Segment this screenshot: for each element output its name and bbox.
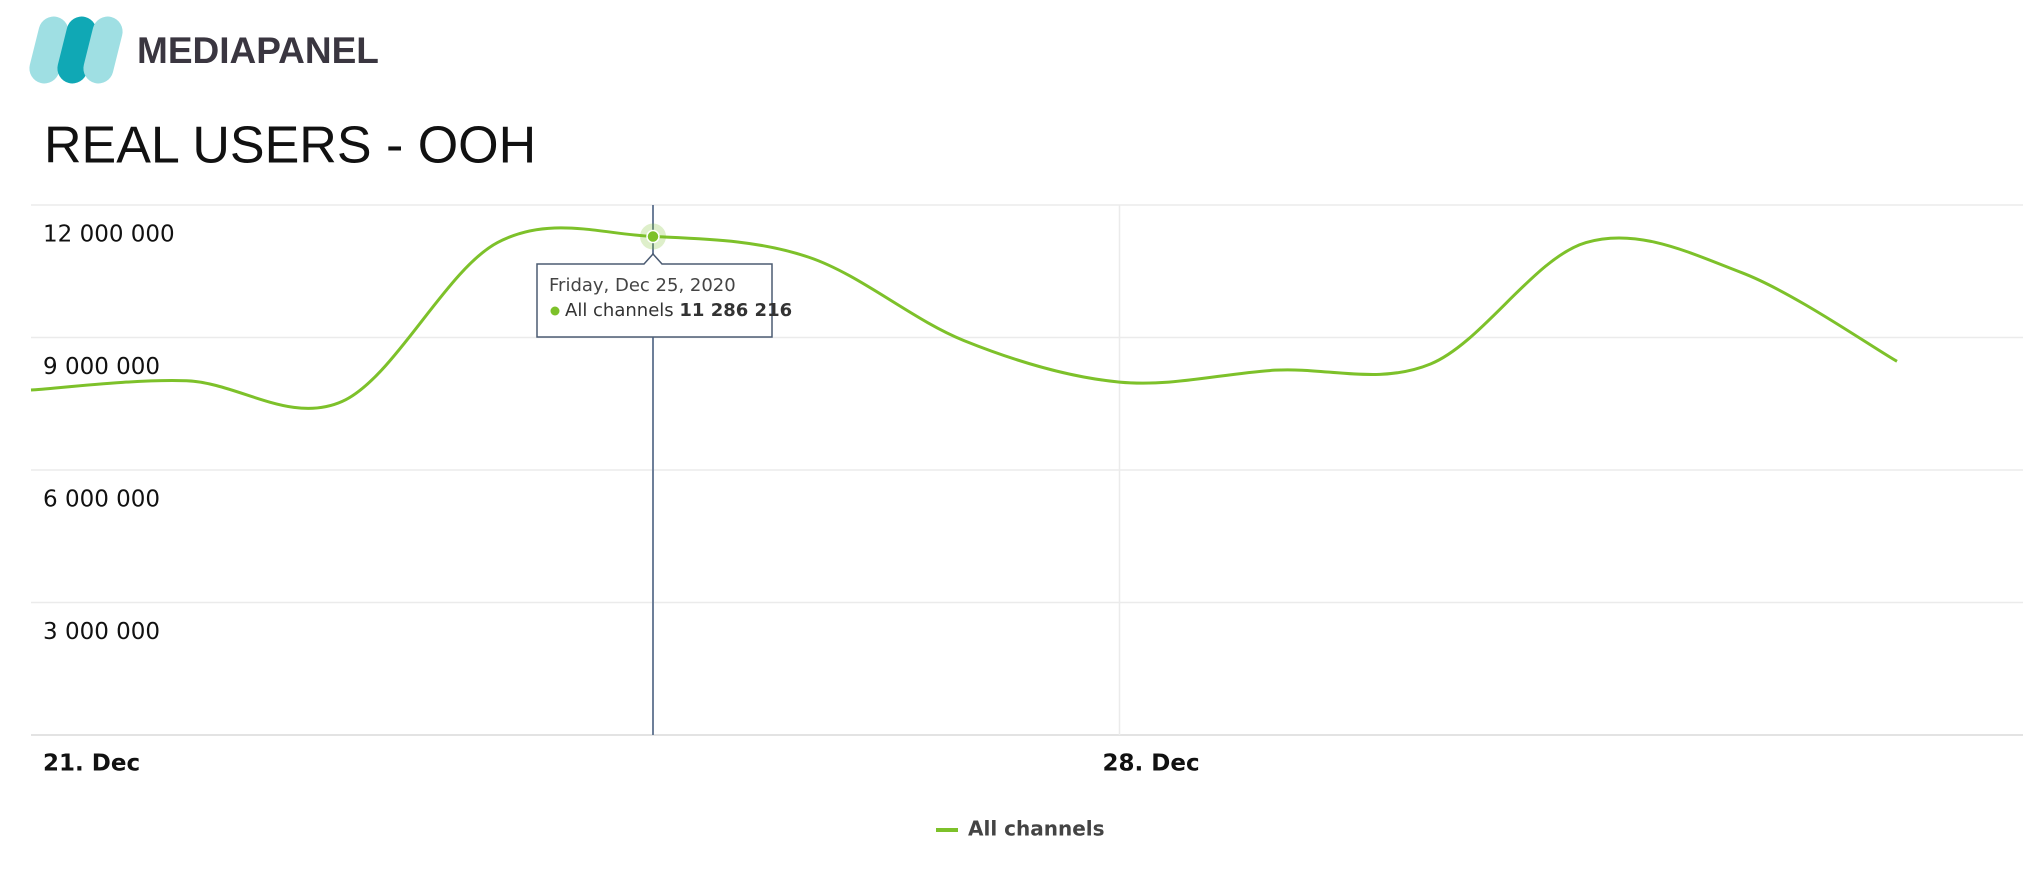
y-tick-label: 3 000 000 — [43, 619, 160, 645]
y-tick-label: 9 000 000 — [43, 354, 160, 380]
tooltip-dot — [550, 306, 560, 316]
legend-label: All channels — [968, 817, 1105, 841]
x-tick-label: 21. Dec — [43, 751, 140, 777]
tooltip-title: Friday, Dec 25, 2020 — [549, 275, 736, 296]
y-tick-label: 6 000 000 — [43, 487, 160, 513]
tooltip-box — [536, 252, 773, 338]
logo — [29, 16, 123, 84]
page-title: REAL USERS - OOH — [44, 117, 536, 175]
tooltip-value: 11 286 216 — [679, 300, 792, 321]
tooltip-series-name: All channels — [565, 300, 674, 321]
logo-text: MEDIAPANEL — [137, 30, 379, 71]
y-tick-label: 12 000 000 — [43, 222, 175, 248]
x-tick-label: 28. Dec — [1103, 751, 1200, 777]
line — [30, 226, 1898, 410]
tooltip-series: All channels 11 286 216 — [565, 300, 792, 321]
hover-point — [646, 229, 660, 244]
